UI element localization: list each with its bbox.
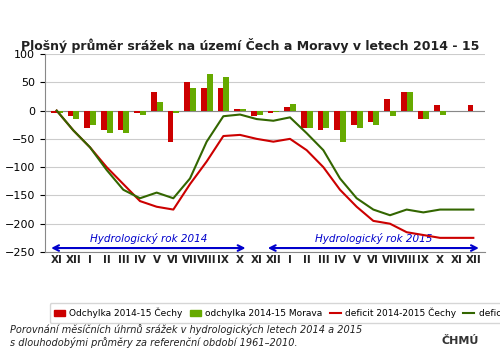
Bar: [384, 99, 390, 111]
Bar: [90, 111, 96, 125]
Bar: [268, 111, 274, 113]
Bar: [134, 111, 140, 113]
Bar: [274, 111, 279, 112]
Bar: [84, 111, 90, 127]
Bar: [234, 109, 240, 111]
Bar: [156, 102, 162, 111]
Text: Hydrologický rok 2015: Hydrologický rok 2015: [314, 233, 432, 243]
Bar: [468, 105, 473, 111]
Bar: [224, 77, 229, 111]
Bar: [284, 107, 290, 111]
Text: Porovnání měsíčních úhrnů srážek v hydrologických letech 2014 a 2015
s dlouhodob: Porovnání měsíčních úhrnů srážek v hydro…: [10, 324, 362, 348]
Bar: [106, 111, 112, 133]
Legend: Odchylka 2014-15 Čechy, odchylka 2014-15 Morava, deficit 2014-2015 Čechy, defici: Odchylka 2014-15 Čechy, odchylka 2014-15…: [50, 303, 500, 323]
Bar: [390, 111, 396, 116]
Bar: [401, 93, 406, 111]
Bar: [301, 111, 306, 127]
Bar: [201, 88, 206, 111]
Bar: [206, 74, 212, 111]
Bar: [406, 93, 412, 111]
Bar: [174, 111, 179, 113]
Bar: [318, 111, 324, 130]
Bar: [356, 111, 362, 127]
Bar: [101, 111, 106, 130]
Bar: [351, 111, 356, 125]
Text: Plošný průměr srážek na území Čech a Moravy v letech 2014 - 15: Plošný průměr srážek na území Čech a Mor…: [21, 38, 479, 53]
Bar: [368, 111, 374, 122]
Bar: [190, 88, 196, 111]
Bar: [184, 82, 190, 111]
Bar: [68, 111, 73, 116]
Bar: [290, 104, 296, 111]
Bar: [74, 111, 79, 119]
Bar: [51, 111, 57, 113]
Bar: [374, 111, 379, 125]
Bar: [251, 111, 256, 116]
Bar: [240, 109, 246, 111]
Bar: [306, 111, 312, 127]
Bar: [256, 111, 262, 115]
Bar: [434, 105, 440, 111]
Text: ČHMÚ: ČHMÚ: [442, 336, 478, 346]
Bar: [140, 111, 146, 115]
Bar: [218, 88, 224, 111]
Bar: [118, 111, 124, 130]
Bar: [56, 111, 62, 113]
Bar: [168, 111, 173, 142]
Bar: [440, 111, 446, 115]
Bar: [324, 111, 329, 127]
Bar: [334, 111, 340, 130]
Bar: [424, 111, 429, 119]
Bar: [151, 92, 156, 111]
Bar: [340, 111, 346, 142]
Bar: [124, 111, 129, 133]
Bar: [418, 111, 424, 119]
Text: Hydrologický rok 2014: Hydrologický rok 2014: [90, 233, 207, 243]
